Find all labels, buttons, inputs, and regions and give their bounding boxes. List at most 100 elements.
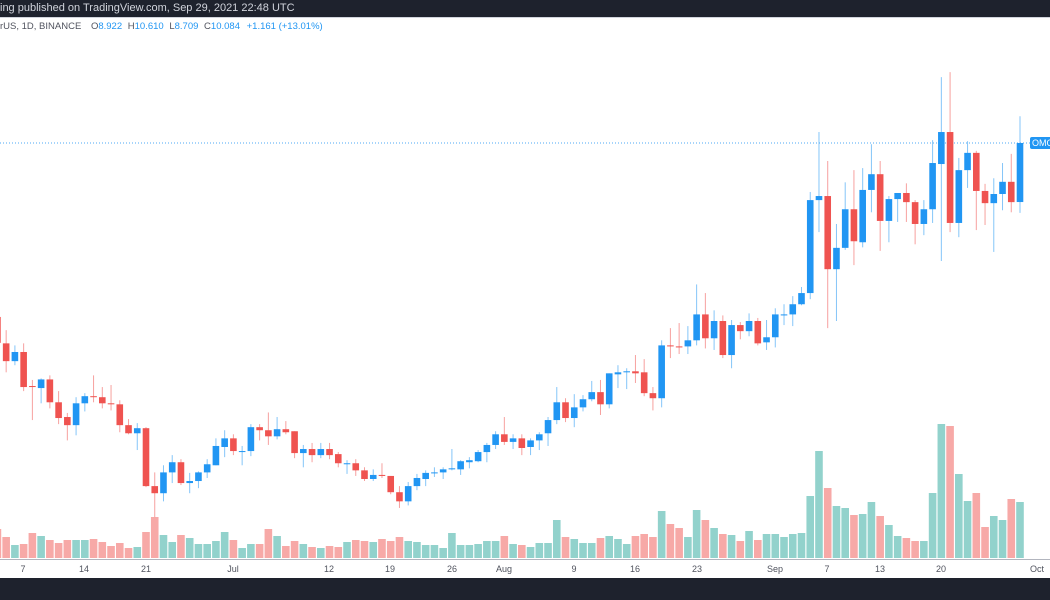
high-value: 10.610 — [134, 21, 164, 32]
candle-body — [518, 438, 526, 449]
candle-body — [256, 427, 263, 431]
candle-body — [0, 316, 1, 343]
candle-body — [247, 427, 255, 452]
candle-body — [282, 429, 290, 433]
candle-body — [492, 434, 499, 445]
volume-bar — [544, 543, 552, 558]
x-tick-label: 23 — [691, 564, 703, 574]
candle-body — [640, 372, 648, 394]
volume-bar — [150, 517, 159, 558]
time-axis[interactable]: 7 14 21 Jul 12 19 26 Aug 9 16 23 Sep 7 13 20 Oct — [0, 559, 1050, 579]
candle-body — [806, 200, 814, 294]
volume-bar — [491, 541, 500, 558]
volume-bar — [351, 540, 360, 558]
volume-bar — [0, 529, 2, 558]
volume-bar — [264, 529, 273, 558]
volume-bar — [736, 541, 745, 558]
volume-bar — [605, 536, 614, 558]
candle-body — [107, 403, 115, 405]
volume-bar — [649, 537, 657, 558]
candle-body — [125, 425, 132, 434]
volume-bar — [902, 538, 911, 558]
candle-body — [300, 449, 307, 454]
volume-bar — [614, 539, 622, 558]
candle-body — [562, 402, 569, 419]
candle-body — [876, 174, 884, 221]
volume-bar — [474, 544, 482, 558]
volume-bar — [168, 542, 177, 558]
candle-body — [911, 202, 919, 224]
candle-body — [160, 472, 167, 494]
candle-body — [413, 477, 421, 487]
volume-bar — [273, 536, 281, 558]
volume-bar — [334, 547, 343, 558]
candle-body — [570, 407, 578, 419]
candle-body — [868, 174, 875, 190]
volume-bar — [955, 474, 963, 558]
volume-bar — [754, 540, 762, 558]
candle-body — [99, 397, 106, 404]
volume-bar — [841, 508, 849, 558]
candle-body — [789, 304, 797, 315]
candle-body — [544, 420, 552, 434]
candle-body — [81, 396, 89, 404]
x-tick-label: 14 — [78, 564, 90, 574]
candle-body — [702, 314, 709, 339]
x-tick-label: 21 — [140, 564, 152, 574]
x-tick-label: Aug — [495, 564, 513, 574]
volume-bar — [710, 528, 718, 558]
candle-body — [754, 321, 762, 344]
volume-bar — [535, 543, 544, 558]
candle-body — [317, 449, 325, 456]
candle-body — [614, 372, 622, 375]
volume-bar — [229, 540, 238, 558]
open-key: O — [90, 21, 99, 32]
volume-bar — [483, 541, 491, 558]
candle-body — [291, 431, 298, 454]
volume-bar — [46, 540, 54, 558]
candle-body — [387, 475, 395, 493]
candle-body — [474, 452, 482, 462]
candle-body — [133, 428, 141, 434]
candle-body — [588, 392, 596, 400]
volume-bar — [107, 546, 115, 558]
volume-bar — [815, 451, 823, 558]
volume-bar — [465, 545, 474, 558]
candle-body — [536, 434, 543, 441]
x-tick-label: 7 — [20, 564, 26, 574]
volume-bar — [657, 511, 666, 558]
volume-bar — [920, 541, 928, 558]
x-tick-label: 16 — [629, 564, 641, 574]
low-value: 8.709 — [174, 21, 199, 32]
candle-body — [649, 393, 657, 399]
x-tick-label: 13 — [874, 564, 886, 574]
candle-body — [334, 454, 342, 464]
candle-body — [186, 481, 193, 484]
candle-body — [737, 325, 744, 332]
volume-bar — [255, 544, 264, 558]
candle-body — [431, 472, 438, 474]
candle-body — [151, 486, 159, 494]
candlestick-chart[interactable] — [0, 18, 1050, 559]
volume-bar — [963, 501, 972, 558]
change-value: +1.161 (+13.01%) — [246, 21, 323, 32]
volume-bar — [666, 524, 675, 558]
candle-body — [422, 472, 429, 479]
x-tick-label: Oct — [1029, 564, 1045, 574]
volume-bar — [89, 539, 98, 558]
volume-bar — [212, 541, 220, 558]
volume-bar — [448, 533, 456, 558]
candle-body — [728, 325, 735, 356]
volume-bar — [893, 536, 902, 558]
candle-body — [719, 321, 727, 356]
candle-body — [859, 189, 866, 243]
volume-bar — [684, 537, 692, 558]
candle-body — [396, 492, 403, 502]
x-tick-label: Jul — [227, 564, 239, 574]
candle-body — [238, 451, 246, 453]
volume-bar — [771, 534, 780, 558]
candle-body — [212, 445, 220, 466]
volume-bar — [692, 510, 701, 558]
symbol-info: rUS, 1D, BINANCE — [0, 21, 82, 32]
candle-body — [658, 345, 665, 399]
